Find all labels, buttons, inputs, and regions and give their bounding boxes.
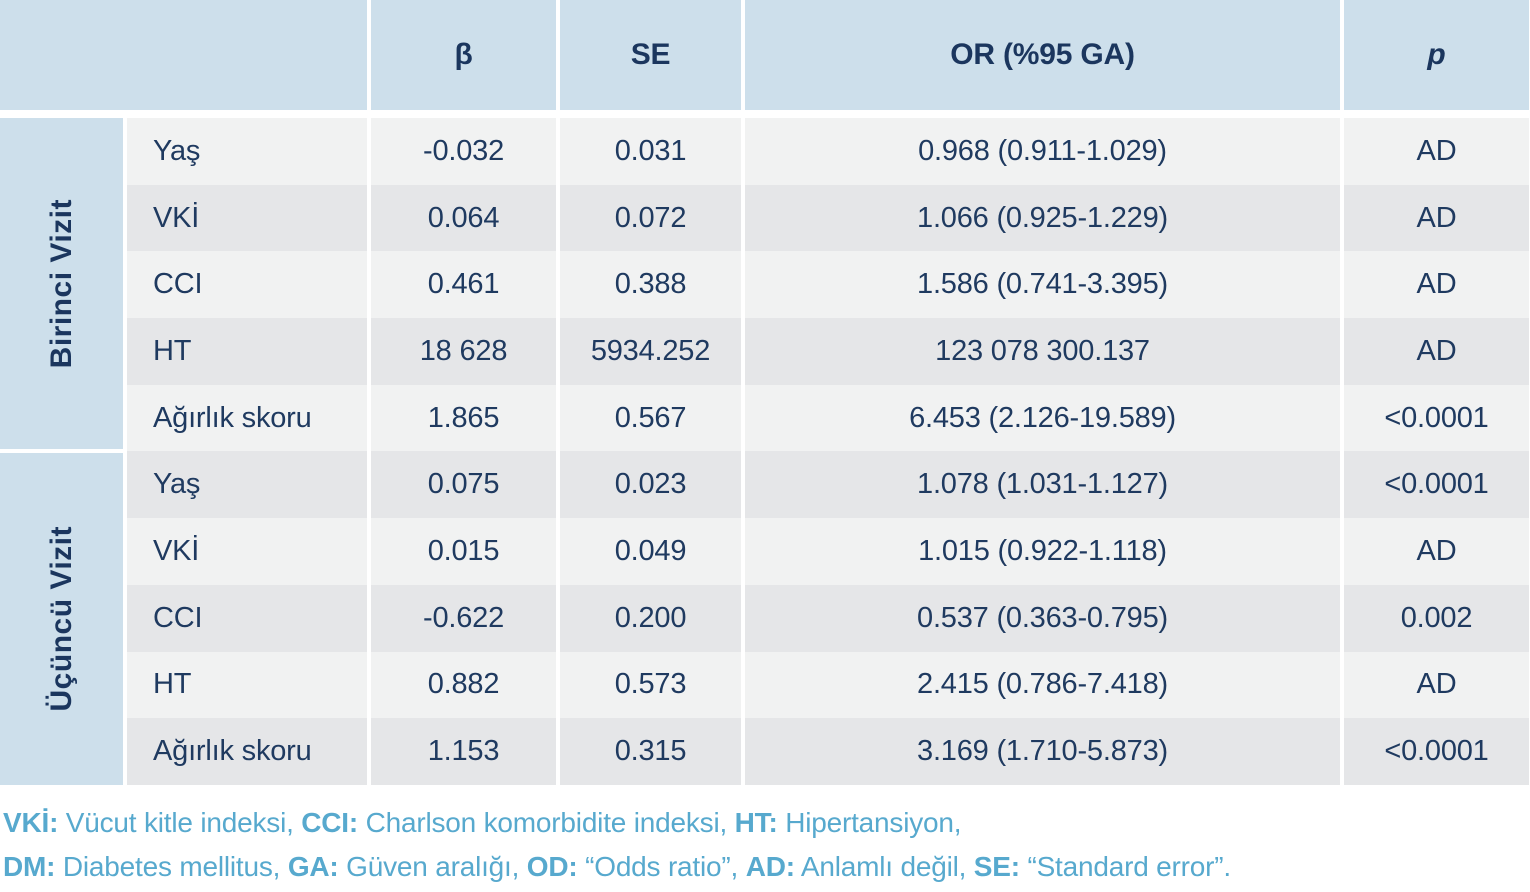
se-value-cell: 5934.252 bbox=[560, 318, 741, 385]
footnote-definition: Diabetes mellitus, bbox=[55, 850, 288, 882]
footnote-definition: Hipertansiyon, bbox=[777, 806, 962, 838]
header-cell-or: OR (%95 GA) bbox=[745, 0, 1340, 110]
footnote-abbr: CCI: bbox=[301, 806, 359, 838]
results-table-body: Birinci Vizit Yaş -0.032 0.031 0.968 (0.911-… bbox=[0, 118, 1530, 785]
or-value-cell: 1.015 (0.922-1.118) bbox=[745, 518, 1340, 585]
se-value-cell: 0.049 bbox=[560, 518, 741, 585]
beta-value-cell: 0.461 bbox=[371, 251, 556, 319]
visit-group-label: Üçüncü Vizit bbox=[0, 451, 123, 785]
footnote-line: VKİ: Vücut kitle indeksi, CCI: Charlson … bbox=[3, 801, 1530, 845]
footnote-definition: Vücut kitle indeksi, bbox=[58, 806, 302, 838]
footnote-abbr: OD: bbox=[526, 850, 578, 882]
footnote-definition: Güven aralığı, bbox=[338, 850, 527, 882]
param-name-cell: Yaş bbox=[127, 118, 367, 185]
se-value-cell: 0.072 bbox=[560, 184, 741, 252]
beta-value-cell: 18 628 bbox=[371, 318, 556, 385]
p-value-cell: <0.0001 bbox=[1344, 451, 1529, 519]
p-value-cell: <0.0001 bbox=[1344, 384, 1529, 452]
param-name-cell: VKİ bbox=[127, 184, 367, 252]
footnote-abbr: DM: bbox=[3, 850, 56, 882]
visit-group-label: Birinci Vizit bbox=[0, 118, 123, 452]
header-cell-beta: β bbox=[371, 0, 556, 110]
se-value-cell: 0.567 bbox=[560, 384, 741, 452]
param-name-cell: CCI bbox=[127, 251, 367, 319]
beta-value-cell: -0.622 bbox=[371, 584, 556, 652]
p-value-cell: AD bbox=[1344, 651, 1529, 719]
or-value-cell: 123 078 300.137 bbox=[745, 318, 1340, 385]
or-value-cell: 1.078 (1.031-1.127) bbox=[745, 451, 1340, 519]
or-value-cell: 2.415 (0.786-7.418) bbox=[745, 651, 1340, 719]
footnote-abbr: VKİ: bbox=[3, 806, 59, 838]
or-value-cell: 0.968 (0.911-1.029) bbox=[745, 118, 1340, 185]
visit-group-label-text: Birinci Vizit bbox=[44, 199, 78, 369]
table-footnotes: VKİ: Vücut kitle indeksi, CCI: Charlson … bbox=[0, 801, 1530, 889]
beta-value-cell: 0.075 bbox=[371, 451, 556, 519]
beta-value-cell: -0.032 bbox=[371, 118, 556, 185]
beta-value-cell: 0.064 bbox=[371, 184, 556, 252]
p-value-cell: AD bbox=[1344, 184, 1529, 252]
footnote-abbr: GA: bbox=[287, 850, 339, 882]
footnote-abbr: HT: bbox=[734, 806, 778, 838]
beta-value-cell: 1.865 bbox=[371, 384, 556, 452]
visit-group-label-text: Üçüncü Vizit bbox=[44, 526, 78, 712]
or-value-cell: 6.453 (2.126-19.589) bbox=[745, 384, 1340, 452]
param-name-cell: Ağırlık skoru bbox=[127, 718, 367, 785]
param-name-cell: Yaş bbox=[127, 451, 367, 519]
header-cell-se: SE bbox=[560, 0, 741, 110]
se-value-cell: 0.315 bbox=[560, 718, 741, 785]
param-name-cell: VKİ bbox=[127, 518, 367, 585]
beta-value-cell: 1.153 bbox=[371, 718, 556, 785]
beta-value-cell: 0.882 bbox=[371, 651, 556, 719]
param-name-cell: HT bbox=[127, 651, 367, 719]
footnote-definition: Charlson komorbidite indeksi, bbox=[358, 806, 735, 838]
or-value-cell: 0.537 (0.363-0.795) bbox=[745, 584, 1340, 652]
se-value-cell: 0.023 bbox=[560, 451, 741, 519]
se-value-cell: 0.200 bbox=[560, 584, 741, 652]
se-value-cell: 0.031 bbox=[560, 118, 741, 185]
se-value-cell: 0.388 bbox=[560, 251, 741, 319]
p-value-cell: AD bbox=[1344, 118, 1529, 185]
beta-value-cell: 0.015 bbox=[371, 518, 556, 585]
param-name-cell: Ağırlık skoru bbox=[127, 384, 367, 452]
or-value-cell: 1.586 (0.741-3.395) bbox=[745, 251, 1340, 319]
header-cell-p: p bbox=[1344, 0, 1529, 110]
footnote-definition: Anlamlı değil, bbox=[794, 850, 974, 882]
footnote-line: DM: Diabetes mellitus, GA: Güven aralığı… bbox=[3, 845, 1530, 889]
p-value-cell: 0.002 bbox=[1344, 584, 1529, 652]
header-cell-blank bbox=[0, 0, 367, 110]
p-value-cell: <0.0001 bbox=[1344, 718, 1529, 785]
param-name-cell: HT bbox=[127, 318, 367, 385]
footnote-abbr: SE: bbox=[973, 850, 1020, 882]
footnote-abbr: AD: bbox=[745, 850, 795, 882]
param-name-cell: CCI bbox=[127, 584, 367, 652]
se-value-cell: 0.573 bbox=[560, 651, 741, 719]
p-value-cell: AD bbox=[1344, 318, 1529, 385]
results-table-header: β SE OR (%95 GA) p bbox=[0, 0, 1530, 110]
or-value-cell: 1.066 (0.925-1.229) bbox=[745, 184, 1340, 252]
or-value-cell: 3.169 (1.710-5.873) bbox=[745, 718, 1340, 785]
p-value-cell: AD bbox=[1344, 518, 1529, 585]
footnote-definition: “Standard error”. bbox=[1019, 850, 1232, 882]
footnote-definition: “Odds ratio”, bbox=[577, 850, 746, 882]
p-value-cell: AD bbox=[1344, 251, 1529, 319]
